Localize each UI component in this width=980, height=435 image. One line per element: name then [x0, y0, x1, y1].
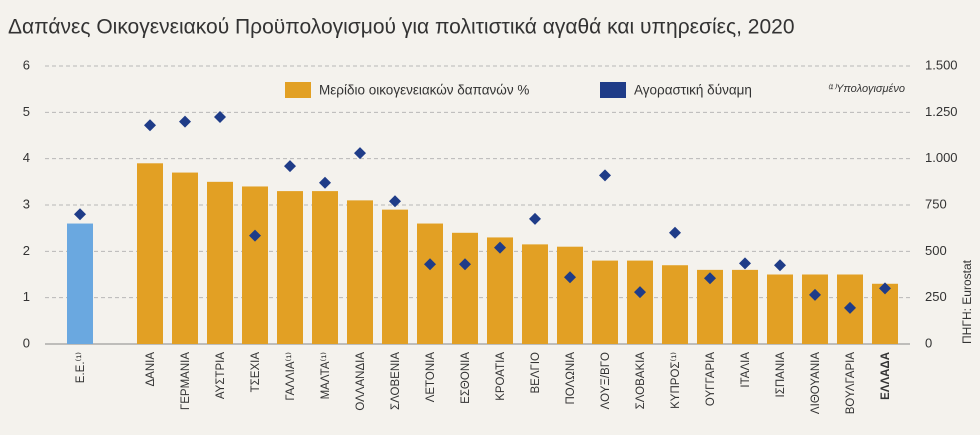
- y-tick-label: 5: [23, 104, 30, 119]
- y-tick-label: 0: [23, 335, 30, 350]
- y2-tick-label: 500: [925, 243, 947, 258]
- diamond-marker: [564, 271, 576, 284]
- bar: [592, 260, 618, 344]
- x-tick-label: ΒΟΥΛΓΑΡΙΑ: [845, 352, 857, 415]
- bar: [172, 172, 198, 344]
- diamond-marker: [669, 226, 681, 239]
- bar: [312, 191, 338, 344]
- x-tick-label: ΕΛΛΑΔΑ: [880, 352, 892, 400]
- diamond-marker: [319, 176, 331, 189]
- y-tick-label: 3: [23, 196, 30, 211]
- bar: [487, 237, 513, 344]
- diamond-marker: [144, 119, 156, 132]
- diamond-marker: [844, 301, 856, 314]
- y-tick-label: 1: [23, 289, 30, 304]
- x-tick-label: ΔΑΝΙΑ: [145, 352, 157, 387]
- bar: [732, 269, 758, 344]
- source: ΠΗΓΗ: Eurostat: [960, 259, 974, 344]
- y2-tick-label: 0: [925, 335, 932, 350]
- bar: [417, 223, 443, 344]
- bar: [522, 244, 548, 344]
- diamond-marker: [284, 160, 296, 173]
- x-tick-label: ΜΑΛΤΑ⁽¹⁾: [319, 352, 332, 400]
- diamond-marker: [459, 258, 471, 271]
- diamond-marker: [354, 147, 366, 160]
- diamond-marker: [879, 282, 891, 295]
- bar: [382, 209, 408, 344]
- y-tick-label: 2: [23, 243, 30, 258]
- diamond-marker: [739, 257, 751, 270]
- x-tick-label: ΛΟΥΞ/ΒΓΟ: [600, 352, 612, 409]
- diamond-marker: [809, 288, 821, 301]
- diamond-marker: [494, 241, 506, 254]
- bar: [137, 163, 163, 344]
- diamond-marker: [599, 169, 611, 182]
- x-tick-label: ΚΡΟΑΤΙΑ: [495, 352, 507, 401]
- bar: [767, 274, 793, 344]
- diamond-marker: [74, 208, 86, 221]
- legend-swatch: [285, 82, 311, 98]
- diamond-marker: [424, 258, 436, 271]
- legend-label: Μερίδιο οικογενειακών δαπανών %: [319, 83, 529, 98]
- chart-title: Δαπάνες Οικογενειακού Προϋπολογισμού για…: [8, 16, 795, 39]
- y-tick-label: 6: [23, 57, 30, 72]
- diamond-marker: [529, 212, 541, 225]
- diamond-marker: [214, 110, 226, 123]
- x-tick-label: ΚΥΠΡΟΣ⁽¹⁾: [669, 352, 682, 409]
- x-tick-label: ΑΥΣΤΡΙΑ: [215, 352, 227, 399]
- diamond-marker: [249, 229, 261, 242]
- diamond-marker: [634, 286, 646, 299]
- x-tick-label: ΠΟΛΩΝΙΑ: [565, 352, 577, 405]
- x-tick-label: ΒΕΛΓΙΟ: [530, 352, 542, 394]
- x-tick-label: ΤΣΕΧΙΑ: [250, 352, 262, 393]
- x-tick-label: ΛΕΤΟΝΙΑ: [425, 352, 437, 403]
- y2-tick-label: 250: [925, 289, 947, 304]
- bar: [277, 191, 303, 344]
- x-tick-label: ΙΣΠΑΝΙΑ: [775, 352, 787, 398]
- bar: [207, 181, 233, 344]
- y-tick-label: 4: [23, 150, 30, 165]
- diamond-marker: [179, 115, 191, 128]
- legend-label: Αγοραστική δύναμη: [634, 83, 752, 98]
- y2-tick-label: 1.000: [925, 150, 958, 165]
- diamond-marker: [774, 259, 786, 272]
- bar: [67, 223, 93, 344]
- x-tick-label: ΓΕΡΜΑΝΙΑ: [180, 352, 192, 410]
- x-tick-label: ΓΑΛΛΙΑ⁽¹⁾: [284, 352, 297, 401]
- x-tick-label: ΟΥΓΓΑΡΙΑ: [705, 352, 717, 406]
- bar: [557, 246, 583, 344]
- y2-tick-label: 750: [925, 196, 947, 211]
- bar: [452, 232, 478, 344]
- x-tick-label: ΛΙΘΟΥΑΝΙΑ: [810, 352, 822, 414]
- x-tick-label: ΕΣΘΟΝΙΑ: [460, 352, 472, 404]
- diamond-marker: [389, 195, 401, 208]
- bar: [627, 260, 653, 344]
- x-tick-label: ΣΛΟΒΑΚΙΑ: [635, 352, 647, 410]
- x-tick-label: ΟΛΛΑΝΔΙΑ: [355, 352, 367, 411]
- bar: [347, 200, 373, 344]
- x-tick-label: ΣΛΟΒΕΝΙΑ: [390, 352, 402, 410]
- bar: [242, 186, 268, 344]
- bar: [802, 274, 828, 344]
- y2-tick-label: 1.250: [925, 104, 958, 119]
- y2-tick-label: 1.500: [925, 57, 958, 72]
- x-tick-label: ΙΤΑΛΙΑ: [740, 352, 752, 388]
- x-tick-label: Ε.Ε.⁽¹⁾: [74, 352, 87, 383]
- diamond-marker: [704, 272, 716, 285]
- legend-swatch: [600, 82, 626, 98]
- bar: [662, 265, 688, 344]
- note: ⁽¹⁾Υπολογισμένο: [827, 83, 905, 95]
